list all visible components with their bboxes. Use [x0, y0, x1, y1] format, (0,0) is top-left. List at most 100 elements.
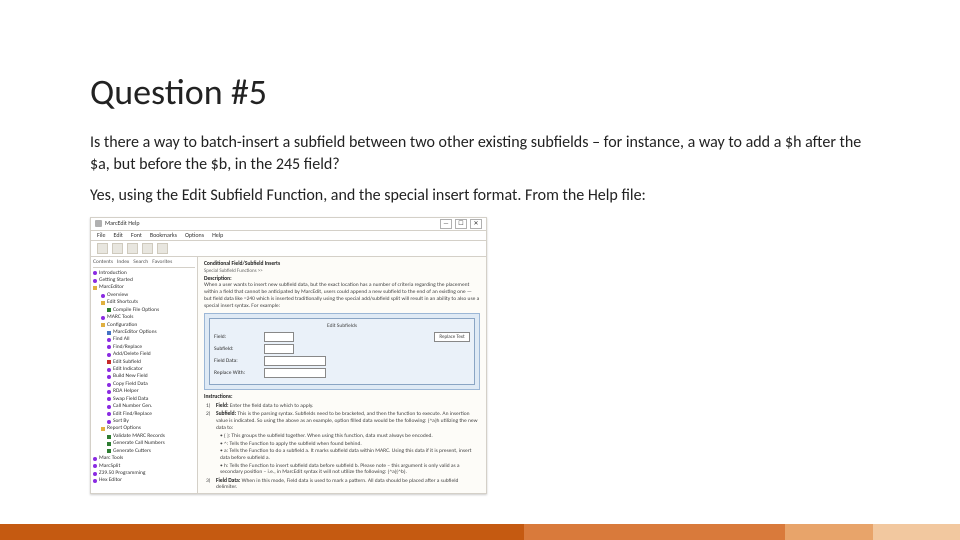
- tree-label: Generate Call Numbers: [113, 440, 165, 447]
- tree-item[interactable]: Edit Indicator: [93, 366, 195, 373]
- tree-icon: [107, 420, 111, 424]
- tree-item[interactable]: Report Options: [93, 425, 195, 432]
- maximize-button[interactable]: ☐: [455, 219, 467, 229]
- window-title: MarcEdit Help: [105, 220, 140, 227]
- content-heading: Conditional Field/Subfield Inserts: [204, 261, 280, 267]
- tree-icon: [107, 353, 111, 357]
- tree-icon: [101, 316, 105, 320]
- tree-label: MARC Tools: [107, 314, 133, 321]
- breadcrumb: Special Subfield Functions >>: [204, 268, 480, 274]
- tree-item[interactable]: Hex Editor: [93, 477, 195, 484]
- tree-icon: [107, 435, 111, 439]
- tree-item[interactable]: Compile File Options: [93, 307, 195, 314]
- slide: Question #5 Is there a way to batch-inse…: [0, 0, 960, 540]
- tree-item[interactable]: MarcEditor Options: [93, 329, 195, 336]
- tree-item[interactable]: Marc Tools: [93, 455, 195, 462]
- panel-button[interactable]: Replace Text: [434, 332, 470, 342]
- tree-item[interactable]: Edit Subfield: [93, 359, 195, 366]
- tree-item[interactable]: Validate MARC Records: [93, 433, 195, 440]
- tree-item[interactable]: Call Number Gen.: [93, 403, 195, 410]
- tree-label: Find All: [113, 336, 130, 343]
- help-content: Conditional Field/Subfield Inserts Speci…: [198, 257, 486, 493]
- tree-label: Swap Field Data: [113, 396, 148, 403]
- tree-item[interactable]: Edit Shortcuts: [93, 299, 195, 306]
- tree-item[interactable]: Overview: [93, 292, 195, 299]
- tree-item[interactable]: Find/Replace: [93, 344, 195, 351]
- tree-icon: [101, 294, 105, 298]
- tree-icon: [107, 412, 111, 416]
- tree-icon: [107, 449, 111, 453]
- tree-icon: [93, 457, 97, 461]
- tree-label: RDA Helper: [113, 388, 139, 395]
- tree-label: Edit Find/Replace: [113, 411, 152, 418]
- tree-icon: [107, 360, 111, 364]
- tree-label: Validate MARC Records: [113, 433, 165, 440]
- tree-item[interactable]: MarcEditor: [93, 284, 195, 291]
- tree-item[interactable]: Getting Started: [93, 277, 195, 284]
- tree-item[interactable]: Configuration: [93, 322, 195, 329]
- tree-label: Getting Started: [99, 277, 133, 284]
- tree-label: Marc Tools: [99, 455, 123, 462]
- instruction-step: { }: This groups the subfield together. …: [220, 433, 480, 440]
- tree-icon: [107, 331, 111, 335]
- tree-item[interactable]: Z39.50 Programming: [93, 470, 195, 477]
- tree-label: MarcSplit: [99, 463, 120, 470]
- tree-label: MarcEditor: [99, 284, 124, 291]
- tree-label: Sort By: [113, 418, 129, 425]
- tree-label: Edit Subfield: [113, 359, 141, 366]
- panel-input-replace[interactable]: [264, 368, 326, 378]
- tree-label: Introduction: [99, 270, 127, 277]
- toolbar-search-icon[interactable]: [157, 243, 168, 254]
- panel-input-subfield[interactable]: [264, 344, 294, 354]
- tree-item[interactable]: Generate Cutters: [93, 448, 195, 455]
- menu-edit[interactable]: Edit: [114, 232, 123, 239]
- tree-label: Call Number Gen.: [113, 403, 152, 410]
- tree-item[interactable]: Edit Find/Replace: [93, 411, 195, 418]
- menu-help[interactable]: Help: [212, 232, 223, 239]
- tab-favorites[interactable]: Favorites: [152, 259, 172, 266]
- tree-item[interactable]: Build New Field: [93, 373, 195, 380]
- tree-item[interactable]: Find All: [93, 336, 195, 343]
- tree-icon: [107, 390, 111, 394]
- tab-search[interactable]: Search: [133, 259, 148, 266]
- tree-icon: [107, 397, 111, 401]
- tree-item[interactable]: RDA Helper: [93, 388, 195, 395]
- menu-font[interactable]: Font: [131, 232, 142, 239]
- menu-options[interactable]: Options: [185, 232, 204, 239]
- tree-label: Z39.50 Programming: [99, 470, 145, 477]
- toolbar-back-icon[interactable]: [97, 243, 108, 254]
- tree-label: Report Options: [107, 425, 141, 432]
- minimize-button[interactable]: —: [440, 219, 452, 229]
- tree-item[interactable]: MARC Tools: [93, 314, 195, 321]
- panel-input-fielddata[interactable]: [264, 356, 326, 366]
- menu-bar: File Edit Font Bookmarks Options Help: [91, 231, 486, 241]
- tree-label: Generate Cutters: [113, 448, 151, 455]
- tab-contents[interactable]: Contents: [93, 259, 113, 266]
- toolbar-forward-icon[interactable]: [112, 243, 123, 254]
- panel-label-subfield: Subfield:: [214, 346, 258, 353]
- tree-item[interactable]: MarcSplit: [93, 463, 195, 470]
- panel-input-field[interactable]: [264, 332, 294, 342]
- tree-item[interactable]: Swap Field Data: [93, 396, 195, 403]
- tree-icon: [101, 323, 105, 327]
- toolbar-home-icon[interactable]: [127, 243, 138, 254]
- panel-label-replace: Replace With:: [214, 370, 258, 377]
- instructions-label: Instructions:: [204, 394, 233, 400]
- tree-icon: [107, 308, 111, 312]
- instruction-step: a: Tells the Function to do a subfield a…: [220, 448, 480, 461]
- menu-bookmarks[interactable]: Bookmarks: [150, 232, 177, 239]
- tree-item[interactable]: Add/Delete Field: [93, 351, 195, 358]
- menu-file[interactable]: File: [97, 232, 106, 239]
- tree-item[interactable]: Copy Field Data: [93, 381, 195, 388]
- tree-item[interactable]: Introduction: [93, 270, 195, 277]
- tree-icon: [93, 286, 97, 290]
- tab-index[interactable]: Index: [117, 259, 129, 266]
- tree-item[interactable]: Sort By: [93, 418, 195, 425]
- tree-item[interactable]: Generate Call Numbers: [93, 440, 195, 447]
- description-text: When a user wants to insert new subfield…: [204, 282, 480, 310]
- tree-label: Configuration: [107, 322, 137, 329]
- toolbar-print-icon[interactable]: [142, 243, 153, 254]
- tree-icon: [107, 442, 111, 446]
- close-button[interactable]: ✕: [470, 219, 482, 229]
- help-window: MarcEdit Help — ☐ ✕ File Edit Font Bookm…: [90, 217, 487, 494]
